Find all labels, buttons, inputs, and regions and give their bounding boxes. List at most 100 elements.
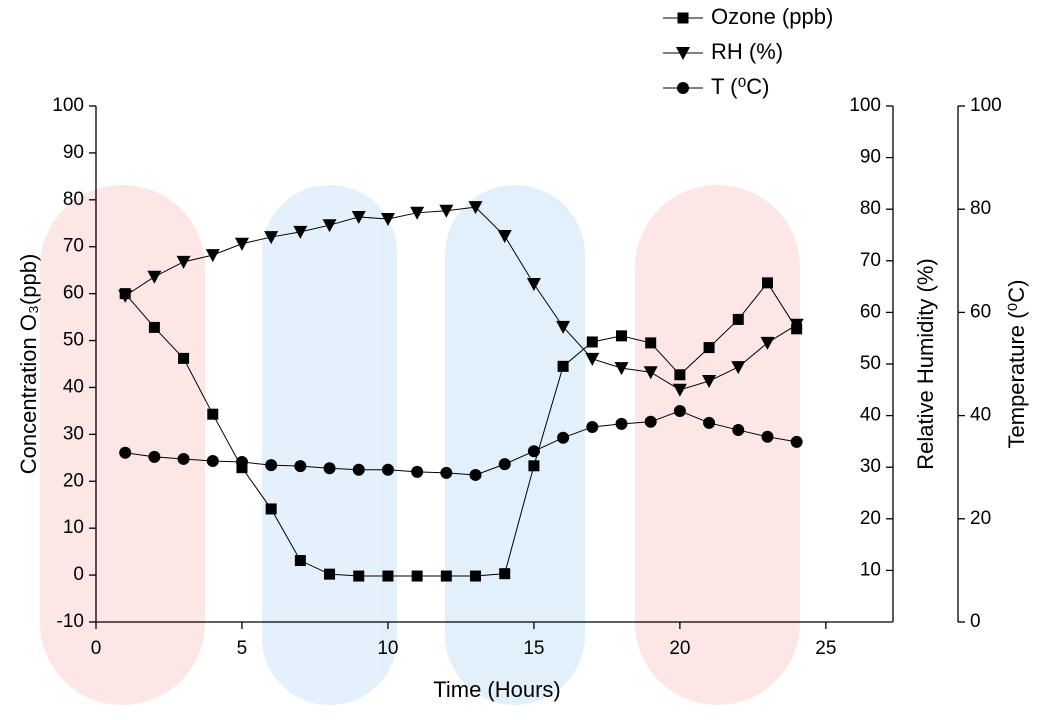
marker	[353, 570, 365, 582]
marker	[294, 555, 306, 567]
marker	[614, 362, 629, 376]
marker	[148, 321, 160, 333]
x-tick-label: 0	[91, 638, 102, 659]
marker	[615, 417, 628, 430]
marker	[644, 415, 657, 428]
marker	[586, 420, 599, 433]
legend-label: RH (%)	[711, 39, 783, 64]
marker	[440, 466, 453, 479]
marker	[323, 462, 336, 475]
legend-label: Ozone (ppb)	[711, 4, 833, 29]
legend-marker	[676, 47, 690, 60]
y2-tick-label: 100	[849, 95, 881, 116]
y-tick-label: 10	[63, 517, 84, 538]
marker	[731, 361, 746, 375]
marker	[382, 570, 394, 582]
marker	[380, 213, 395, 227]
marker	[703, 416, 716, 429]
marker	[789, 318, 804, 332]
y-tick-label: 80	[63, 189, 84, 210]
y2-tick-label: 90	[860, 147, 881, 168]
marker	[673, 404, 686, 417]
y2-tick-label: 50	[860, 353, 881, 374]
marker	[732, 424, 745, 437]
legend-marker	[677, 12, 689, 24]
marker	[761, 430, 774, 443]
y-tick-label: -10	[57, 611, 84, 632]
marker	[439, 204, 454, 218]
marker	[235, 456, 248, 469]
marker	[411, 570, 423, 582]
marker	[206, 455, 219, 468]
y3-tick-label: 60	[970, 301, 991, 322]
series-line	[124, 206, 797, 391]
marker	[294, 460, 307, 473]
marker	[119, 446, 132, 459]
marker	[118, 289, 133, 303]
x-tick-label: 5	[237, 638, 248, 659]
marker	[410, 206, 425, 220]
x-tick-label: 10	[377, 638, 398, 659]
marker	[234, 237, 249, 251]
marker	[761, 277, 773, 289]
marker	[556, 320, 571, 334]
marker	[674, 369, 686, 381]
watermark	[40, 185, 800, 705]
legend-label: T (⁰C)	[711, 74, 770, 99]
x-axis-title: Time (Hours)	[433, 677, 561, 702]
y-tick-label: 60	[63, 283, 84, 304]
marker	[645, 337, 657, 349]
marker	[585, 352, 600, 366]
marker	[557, 360, 569, 372]
marker	[468, 201, 483, 215]
marker	[440, 570, 452, 582]
marker	[672, 383, 687, 397]
y2-tick-label: 70	[860, 250, 881, 271]
marker	[526, 278, 541, 292]
marker	[177, 452, 190, 465]
marker	[381, 463, 394, 476]
marker	[702, 375, 717, 389]
y2-tick-label: 30	[860, 456, 881, 477]
y-tick-label: 90	[63, 142, 84, 163]
marker	[643, 366, 658, 380]
marker	[528, 460, 540, 472]
y-tick-label: 30	[63, 423, 84, 444]
marker	[498, 458, 511, 471]
marker	[760, 336, 775, 350]
x-tick-label: 15	[523, 638, 544, 659]
y-tick-label: 70	[63, 236, 84, 257]
y2-tick-label: 20	[860, 508, 881, 529]
y-tick-label: 20	[63, 470, 84, 491]
y3-tick-label: 40	[970, 405, 991, 426]
y3-tick-label: 80	[970, 198, 991, 219]
marker	[176, 255, 191, 269]
marker	[411, 465, 424, 478]
marker	[352, 463, 365, 476]
y2-tick-label: 80	[860, 198, 881, 219]
marker	[322, 219, 337, 233]
marker	[586, 336, 598, 348]
marker	[207, 408, 219, 420]
marker	[499, 568, 511, 580]
y-tick-label: 0	[73, 564, 84, 585]
marker	[264, 231, 279, 245]
y-tick-label: 100	[52, 95, 84, 116]
marker	[703, 342, 715, 354]
y3-tick-label: 0	[970, 611, 981, 632]
marker	[293, 225, 308, 239]
marker	[615, 330, 627, 342]
marker	[497, 230, 512, 244]
y-tick-label: 50	[63, 330, 84, 351]
y3-tick-label: 100	[970, 95, 1002, 116]
marker	[790, 435, 803, 448]
marker	[557, 431, 570, 444]
marker	[148, 450, 161, 463]
y3-tick-label: 20	[970, 508, 991, 529]
marker	[265, 503, 277, 515]
marker	[527, 445, 540, 458]
x-tick-label: 20	[669, 638, 690, 659]
marker	[324, 568, 336, 580]
marker	[469, 468, 482, 481]
